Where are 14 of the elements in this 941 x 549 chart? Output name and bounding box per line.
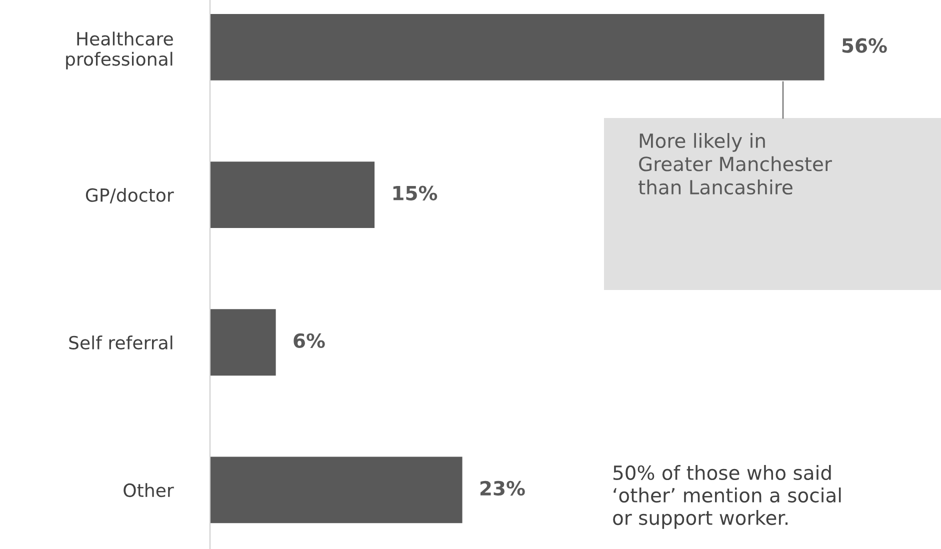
data-label: 15%	[393, 186, 438, 200]
data-label: 23%	[480, 480, 525, 496]
y-tick-label: Healthcare professional	[66, 32, 173, 70]
y-tick-label: Other	[124, 483, 174, 498]
data-label: 56%	[842, 38, 887, 53]
bar	[210, 456, 462, 524]
bar	[210, 14, 824, 80]
y-tick-label: GP/doctor	[86, 188, 174, 204]
annotation: 50% of those who said ‘other’ mention a social or support worker.	[613, 465, 841, 529]
bar	[210, 309, 276, 376]
data-label: 6%	[294, 333, 325, 348]
bar	[210, 162, 375, 228]
y-tick-label: Self referral	[69, 336, 172, 350]
annotation: More likely in Greater Manchester than Lancashire	[638, 133, 832, 195]
